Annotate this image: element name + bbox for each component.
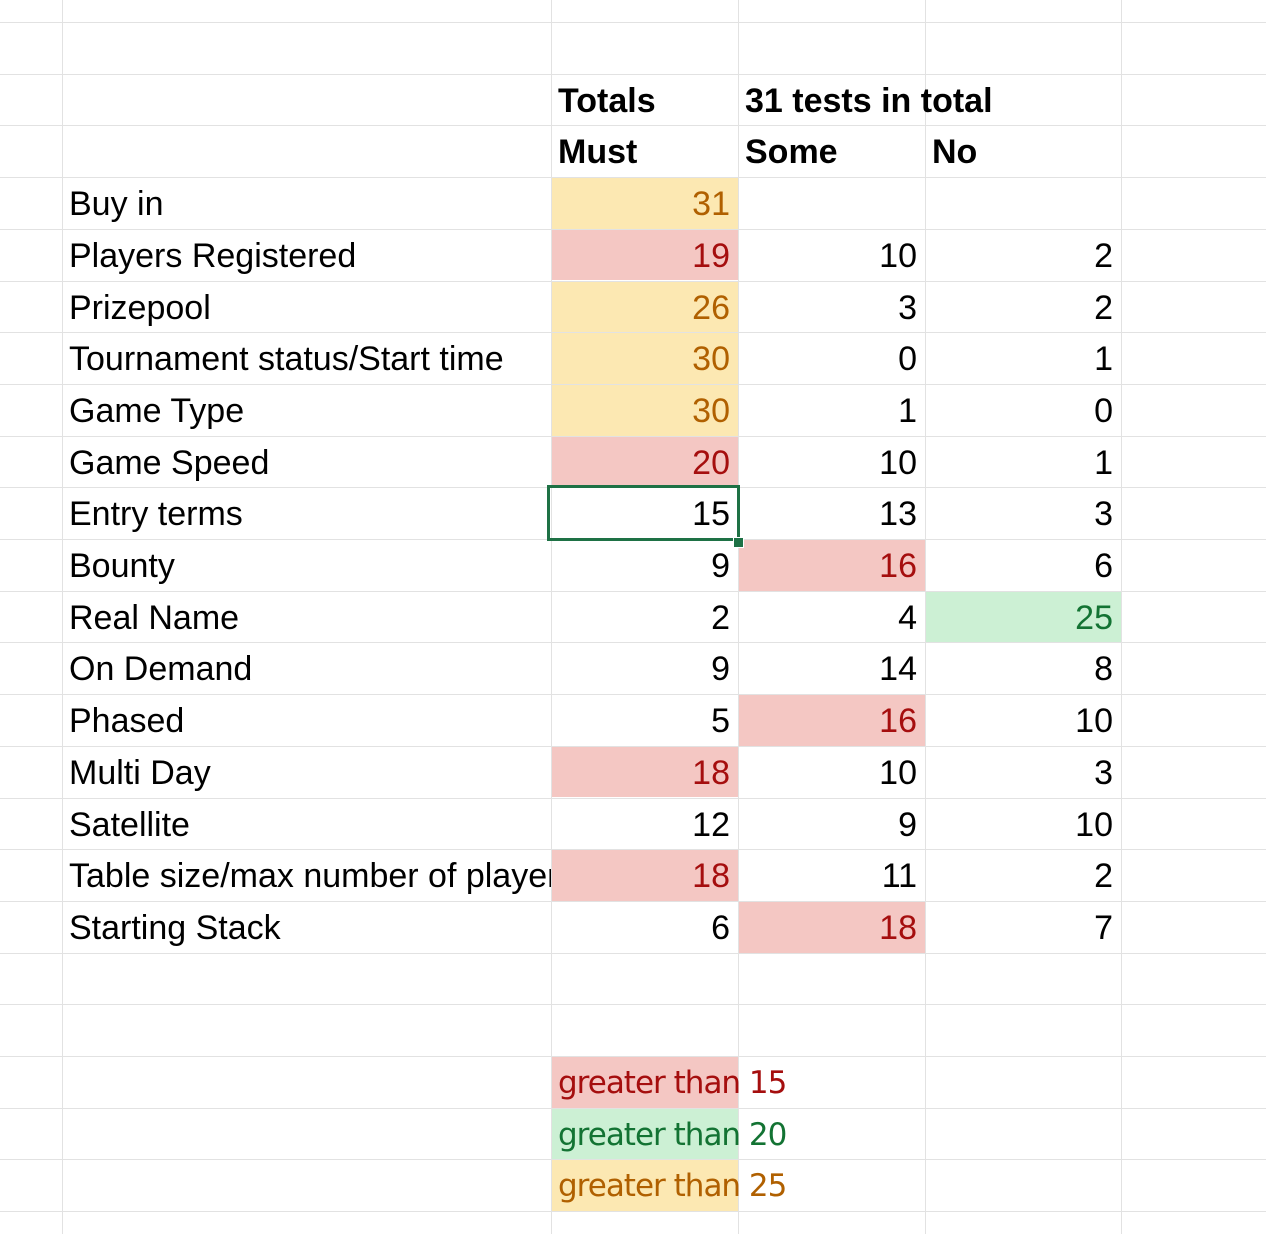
grid-line <box>0 1108 1266 1109</box>
value-cell[interactable]: 3 <box>1094 753 1113 792</box>
row-label[interactable]: Players Registered <box>69 236 357 275</box>
value-cell[interactable]: 18 <box>552 850 738 901</box>
value-cell[interactable]: 8 <box>1094 650 1113 689</box>
grid-line <box>0 798 1266 799</box>
row-label[interactable]: Game Type <box>69 391 245 430</box>
value-cell[interactable]: 2 <box>1094 288 1113 327</box>
row-label[interactable]: Game Speed <box>69 443 270 482</box>
value-cell[interactable]: 18 <box>552 746 738 798</box>
value-cell[interactable]: 11 <box>881 857 917 896</box>
value-cell[interactable]: 14 <box>879 650 917 689</box>
grid-line <box>0 746 1266 747</box>
grid-line <box>62 0 63 1234</box>
grid-line <box>0 694 1266 695</box>
value-cell[interactable]: 6 <box>711 908 730 947</box>
value-cell[interactable]: 25 <box>926 591 1121 643</box>
grid-line <box>0 901 1266 902</box>
grid-line <box>0 953 1266 954</box>
value-cell[interactable] <box>926 178 1121 229</box>
column-header[interactable]: Some <box>745 133 838 172</box>
selection-handle[interactable] <box>733 537 744 548</box>
value-cell[interactable]: 3 <box>898 288 917 327</box>
value-cell[interactable]: 0 <box>1094 391 1113 430</box>
row-label[interactable]: Real Name <box>69 598 240 637</box>
grid-line <box>925 0 926 1234</box>
legend-cell[interactable]: greater than 20 <box>552 1108 787 1160</box>
value-cell[interactable] <box>739 178 925 229</box>
value-cell[interactable]: 10 <box>879 236 917 275</box>
grid-line <box>0 384 1266 385</box>
grid-line <box>0 436 1266 437</box>
grid-line <box>1121 0 1122 1234</box>
row-label[interactable]: Bounty <box>69 547 175 585</box>
row-label[interactable]: Starting Stack <box>69 908 281 947</box>
value-cell[interactable]: 12 <box>692 805 730 844</box>
value-cell[interactable]: 6 <box>1094 547 1113 585</box>
value-cell[interactable]: 31 <box>552 178 738 229</box>
grid-line <box>0 22 1266 23</box>
grid-line <box>0 1211 1266 1212</box>
value-cell[interactable]: 9 <box>898 805 917 844</box>
value-cell[interactable]: 20 <box>552 436 738 488</box>
value-cell[interactable]: 16 <box>739 540 925 591</box>
value-cell[interactable]: 16 <box>739 695 925 746</box>
legend-cell[interactable]: greater than 15 <box>552 1057 787 1108</box>
column-header[interactable]: No <box>932 133 978 172</box>
row-label[interactable]: Table size/max number of players <box>69 857 551 896</box>
value-cell[interactable]: 30 <box>552 333 738 384</box>
grid-line <box>738 0 739 1234</box>
grid-line <box>0 125 1266 126</box>
value-cell[interactable]: 18 <box>739 901 925 953</box>
value-cell[interactable]: 10 <box>879 443 917 482</box>
grid-line <box>0 229 1266 230</box>
value-cell[interactable]: 0 <box>898 340 917 379</box>
value-cell[interactable]: 19 <box>552 229 738 281</box>
value-cell[interactable]: 15 <box>692 495 730 534</box>
value-cell[interactable]: 10 <box>1075 702 1113 741</box>
grid-line <box>551 0 552 1234</box>
value-cell[interactable]: 10 <box>1075 805 1113 844</box>
column-header[interactable]: Must <box>558 133 638 172</box>
value-cell[interactable]: 4 <box>898 598 917 637</box>
header-cell[interactable]: Totals <box>558 81 656 120</box>
grid-line <box>0 332 1266 333</box>
legend-cell[interactable]: greater than 25 <box>552 1160 787 1212</box>
grid-line <box>0 591 1266 592</box>
grid-line <box>0 74 1266 75</box>
row-label[interactable]: Satellite <box>69 805 190 844</box>
grid-line <box>0 642 1266 643</box>
row-label[interactable]: Buy in <box>69 185 164 224</box>
value-cell[interactable]: 7 <box>1094 908 1113 947</box>
value-cell[interactable]: 1 <box>1094 443 1113 482</box>
value-cell[interactable]: 5 <box>711 702 730 741</box>
grid-line <box>0 1159 1266 1160</box>
grid-line <box>0 849 1266 850</box>
grid-line <box>0 1004 1266 1005</box>
grid-line <box>0 1056 1266 1057</box>
row-label[interactable]: Prizepool <box>69 288 211 327</box>
value-cell[interactable]: 9 <box>711 650 730 689</box>
row-label[interactable]: Entry terms <box>69 495 243 534</box>
value-cell[interactable]: 1 <box>898 391 917 430</box>
value-cell[interactable]: 2 <box>1094 236 1113 275</box>
value-cell[interactable]: 2 <box>1094 857 1113 896</box>
value-cell[interactable]: 30 <box>552 384 738 436</box>
row-label[interactable]: On Demand <box>69 650 253 689</box>
row-label[interactable]: Tournament status/Start time <box>69 340 504 379</box>
value-cell[interactable]: 9 <box>711 547 730 585</box>
value-cell[interactable]: 2 <box>711 598 730 637</box>
value-cell[interactable]: 3 <box>1094 495 1113 534</box>
selection-border <box>547 485 740 541</box>
value-cell[interactable]: 1 <box>1094 340 1113 379</box>
grid-line <box>0 177 1266 178</box>
row-label[interactable]: Phased <box>69 702 185 741</box>
value-cell[interactable]: 26 <box>552 281 738 333</box>
value-cell[interactable]: 10 <box>879 753 917 792</box>
value-cell[interactable]: 13 <box>879 495 917 534</box>
row-label[interactable]: Multi Day <box>69 753 211 792</box>
header-cell[interactable]: 31 tests in total <box>745 81 993 120</box>
